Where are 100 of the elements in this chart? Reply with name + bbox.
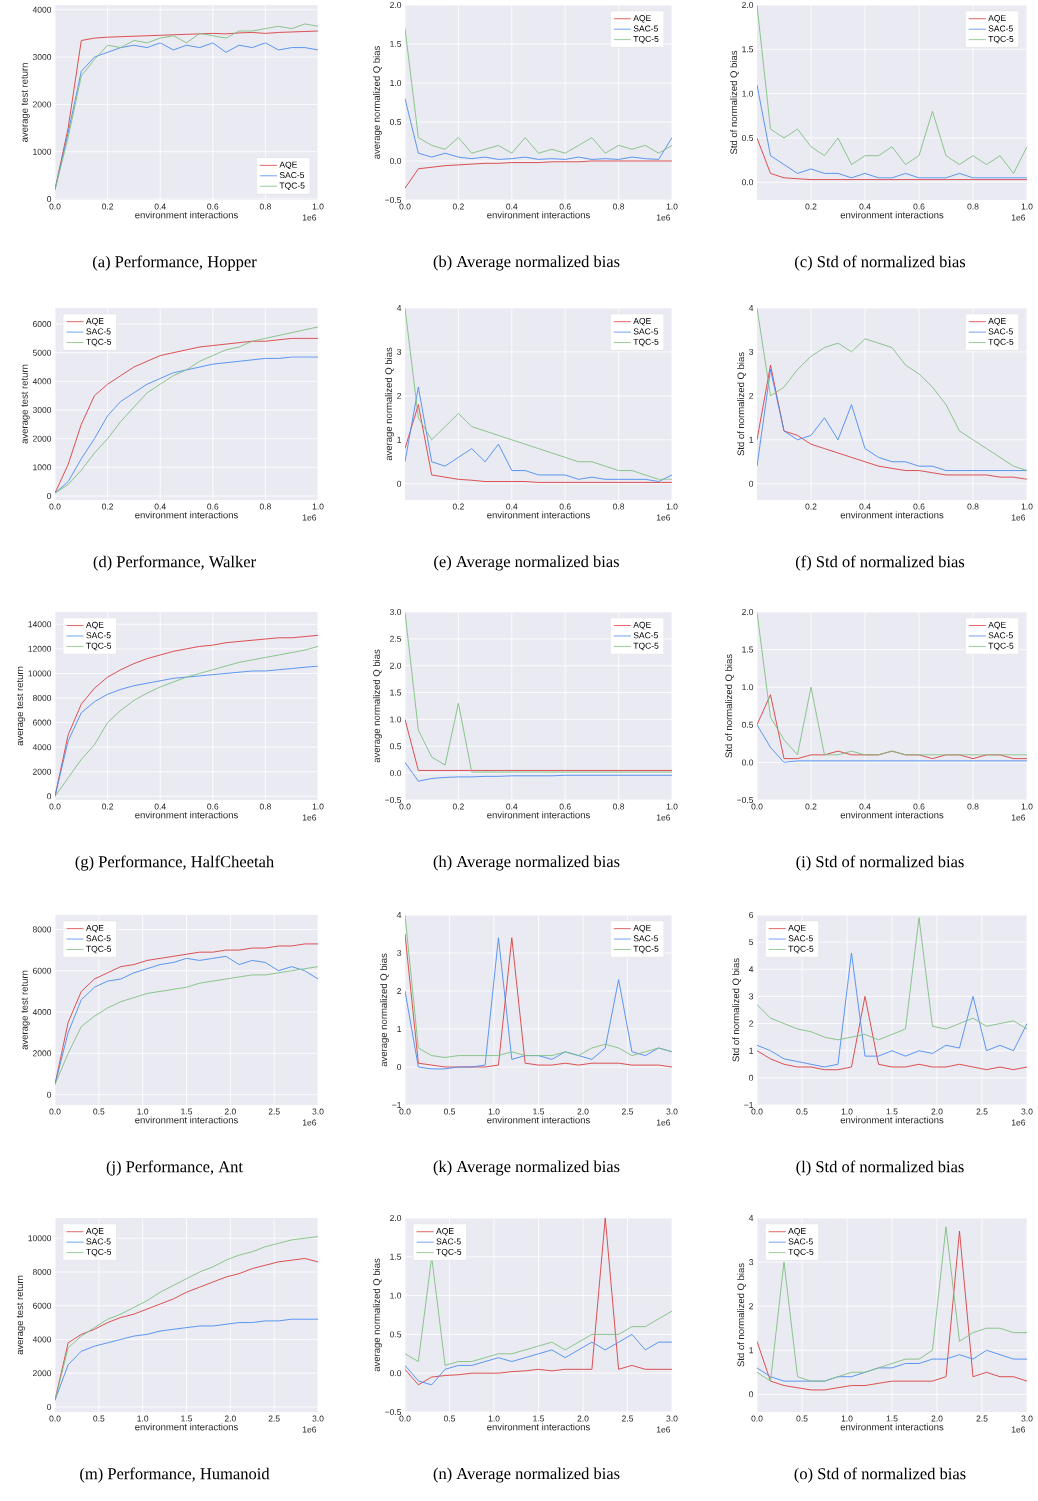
y-tick-label: 1 bbox=[397, 1026, 402, 1032]
y-tick-label: 4 bbox=[748, 966, 754, 973]
y-tick-label: 3 bbox=[397, 949, 402, 956]
y-axis-title: average test return bbox=[21, 63, 30, 142]
x-tick-label: 1.0 bbox=[488, 1415, 500, 1422]
x-tick-label: 2.0 bbox=[931, 1108, 943, 1115]
x-tick-label: 1.5 bbox=[181, 1108, 193, 1115]
y-tick-label: 6000 bbox=[33, 967, 52, 974]
x-tick-label: 0.2 bbox=[452, 503, 464, 510]
text: (k) Average normalized bias bbox=[433, 1160, 620, 1176]
line-series bbox=[757, 952, 1027, 1068]
x-tick-label: 1.5 bbox=[533, 1415, 545, 1422]
x-tick-label: 0.2 bbox=[452, 203, 464, 210]
x-tick-label: 1.0 bbox=[312, 803, 324, 810]
x-tick-label: 0.4 bbox=[506, 203, 518, 210]
y-tick-label: 0 bbox=[47, 196, 52, 203]
y-tick-label: 12000 bbox=[28, 645, 52, 652]
y-tick-label: 0.5 bbox=[389, 743, 402, 750]
y-tick-label: 2.0 bbox=[742, 608, 754, 615]
text: 1e6 bbox=[656, 1119, 671, 1126]
y-tick-label: 2000 bbox=[32, 435, 52, 442]
legend-label: AQE bbox=[85, 621, 104, 630]
y-axis-title: average normalized Q bias bbox=[380, 953, 389, 1067]
x-tick-label: 0.8 bbox=[613, 803, 625, 810]
y-tick-label: −1 bbox=[744, 1102, 754, 1108]
x-axis-title: environment interactions bbox=[840, 1116, 944, 1124]
x-tick-label: 0.6 bbox=[559, 203, 571, 210]
text: (j) Performance, Ant bbox=[106, 1160, 243, 1176]
y-tick-label: −0.5 bbox=[737, 796, 754, 803]
x-tick-label: 2.5 bbox=[268, 1108, 280, 1115]
x-tick-label: 0.4 bbox=[859, 803, 871, 810]
x-axis-title: environment interactions bbox=[135, 1423, 238, 1431]
text: 1e6 bbox=[302, 214, 317, 221]
x-tick-label: 2.0 bbox=[577, 1415, 589, 1422]
y-tick-label: −0.5 bbox=[385, 196, 402, 203]
x-axis-title: environment interactions bbox=[487, 1423, 590, 1431]
x-tick-label: 2.5 bbox=[268, 1415, 280, 1422]
y-tick-label: 0 bbox=[397, 1063, 402, 1070]
x-tick-label: 3.0 bbox=[666, 1108, 678, 1115]
text: (d) Performance, Walker bbox=[93, 555, 256, 571]
legend-label: SAC-5 bbox=[86, 1238, 111, 1245]
y-tick-label: 3 bbox=[397, 348, 402, 355]
legend-label: TQC-5 bbox=[788, 1248, 814, 1257]
text: (m) Performance, Humanoid bbox=[80, 1467, 270, 1483]
x-tick-label: 3.0 bbox=[1021, 1415, 1033, 1422]
y-tick-label: 0.5 bbox=[741, 721, 754, 728]
x-tick-label: 0.2 bbox=[805, 203, 817, 210]
text: 1e6 bbox=[1011, 214, 1026, 221]
legend-label: AQE bbox=[633, 15, 651, 23]
y-tick-label: 1.0 bbox=[742, 684, 754, 691]
x-tick-label: 0.4 bbox=[154, 503, 166, 510]
legend-label: AQE bbox=[85, 1228, 104, 1236]
y-tick-label: 1 bbox=[397, 436, 402, 443]
x-axis-title: environment interactions bbox=[840, 211, 944, 219]
y-tick-label: 2 bbox=[749, 1020, 754, 1027]
legend-label: TQC-5 bbox=[279, 182, 305, 191]
x-axis-title: environment interactions bbox=[840, 511, 944, 519]
x-tick-label: 0.4 bbox=[859, 203, 871, 210]
text: 1e6 bbox=[302, 1426, 317, 1433]
y-tick-label: 4 bbox=[748, 1215, 754, 1221]
legend-label: AQE bbox=[85, 317, 104, 326]
x-axis-title: environment interactions bbox=[135, 511, 238, 519]
y-tick-label: 0.0 bbox=[741, 179, 754, 186]
y-axis-title: average test return bbox=[16, 1275, 25, 1355]
x-tick-label: 0.2 bbox=[805, 803, 817, 810]
x-tick-label: 2.0 bbox=[577, 1108, 589, 1115]
x-tick-label: 0.8 bbox=[967, 503, 979, 510]
x-tick-label: 2.5 bbox=[976, 1415, 988, 1422]
y-tick-label: 1.0 bbox=[390, 79, 402, 86]
y-tick-label: −0.5 bbox=[385, 796, 402, 803]
x-tick-label: 0.5 bbox=[93, 1415, 105, 1422]
x-tick-label: 0.2 bbox=[805, 503, 817, 510]
legend-label: SAC-5 bbox=[988, 25, 1013, 32]
x-tick-label: 0.4 bbox=[506, 803, 518, 810]
text: (a) Performance, Hopper bbox=[92, 255, 257, 271]
y-tick-label: 6000 bbox=[33, 1302, 52, 1309]
y-tick-label: 0 bbox=[749, 1074, 754, 1081]
y-tick-label: 1.0 bbox=[390, 1292, 402, 1299]
y-tick-label: 0 bbox=[47, 793, 52, 800]
legend-label: SAC-5 bbox=[86, 632, 111, 639]
y-tick-label: 2 bbox=[749, 1303, 754, 1310]
text: (l) Std of normalized bias bbox=[796, 1160, 964, 1176]
x-tick-label: 0.4 bbox=[506, 503, 518, 510]
legend-label: AQE bbox=[85, 924, 104, 933]
x-tick-label: 1.0 bbox=[137, 1415, 149, 1422]
text: 1e6 bbox=[656, 1426, 671, 1433]
y-tick-label: 0 bbox=[47, 1403, 52, 1410]
text: (h) Average normalized bias bbox=[433, 855, 620, 871]
x-tick-label: 0.4 bbox=[154, 803, 166, 810]
text: (e) Average normalized bias bbox=[434, 555, 619, 571]
text: (c) Std of normalized bias bbox=[795, 255, 966, 271]
x-axis-title: environment interactions bbox=[135, 811, 238, 819]
x-tick-label: 1.0 bbox=[488, 1108, 500, 1115]
y-axis-title: Std of normalized Q bias bbox=[725, 654, 734, 758]
legend-label: TQC-5 bbox=[436, 1248, 462, 1257]
y-tick-label: 1 bbox=[749, 1047, 754, 1054]
y-tick-label: 4000 bbox=[32, 744, 52, 751]
legend-label: SAC-5 bbox=[988, 328, 1013, 335]
legend-label: SAC-5 bbox=[436, 1238, 461, 1245]
legend-label: TQC-5 bbox=[633, 642, 659, 651]
